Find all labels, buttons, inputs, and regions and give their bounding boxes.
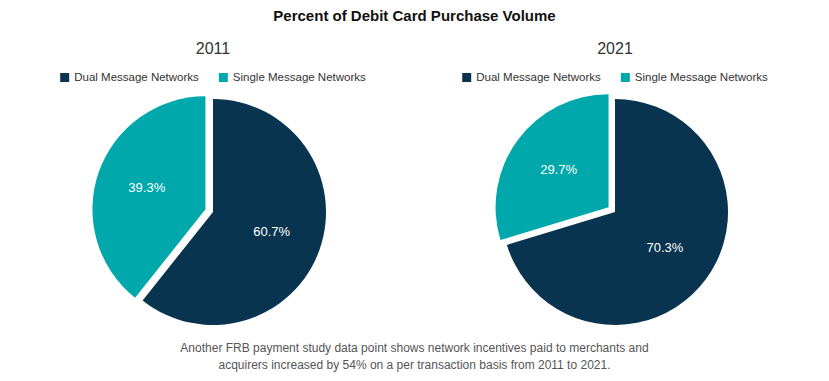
legend-label: Dual Message Networks [74,71,199,83]
slice-group: 29.7% [496,94,609,240]
slice-group: 39.3% [92,96,205,297]
pie-slice [92,96,205,297]
subplot-title: 2021 [597,40,633,57]
legend-item: Single Message Networks [219,71,366,83]
legend: Dual Message Networks Single Message Netw… [462,71,768,83]
legend-swatch [219,73,228,82]
legend-swatch [60,73,69,82]
subplot-title: 2011 [196,40,231,57]
pie: 60.7% 39.3% [92,96,326,325]
chart-title: Percent of Debit Card Purchase Volume [273,7,555,24]
data-label: 60.7% [253,224,290,239]
chart-canvas: Percent of Debit Card Purchase Volume 201… [0,0,829,381]
data-label: 39.3% [128,180,165,195]
legend-item: Single Message Networks [621,71,768,83]
footnote: acquirers increased by 54% on a per tran… [218,358,610,372]
legend-swatch [462,73,471,82]
legend-label: Single Message Networks [635,71,768,83]
legend-item: Dual Message Networks [462,71,601,83]
data-label: 70.3% [646,240,683,255]
legend-label: Single Message Networks [233,71,366,83]
legend: Dual Message Networks Single Message Netw… [60,71,366,83]
legend-label: Dual Message Networks [476,71,601,83]
legend-item: Dual Message Networks [60,71,199,83]
pie-slice [496,94,609,240]
legend-swatch [621,73,630,82]
footnote: Another FRB payment study data point sho… [180,341,648,355]
pie-chart: 2011 Dual Message Networks Single Message … [60,40,366,325]
pie: 70.3% 29.7% [496,94,728,325]
pie-chart: 2021 Dual Message Networks Single Message … [462,40,768,325]
data-label: 29.7% [540,162,577,177]
